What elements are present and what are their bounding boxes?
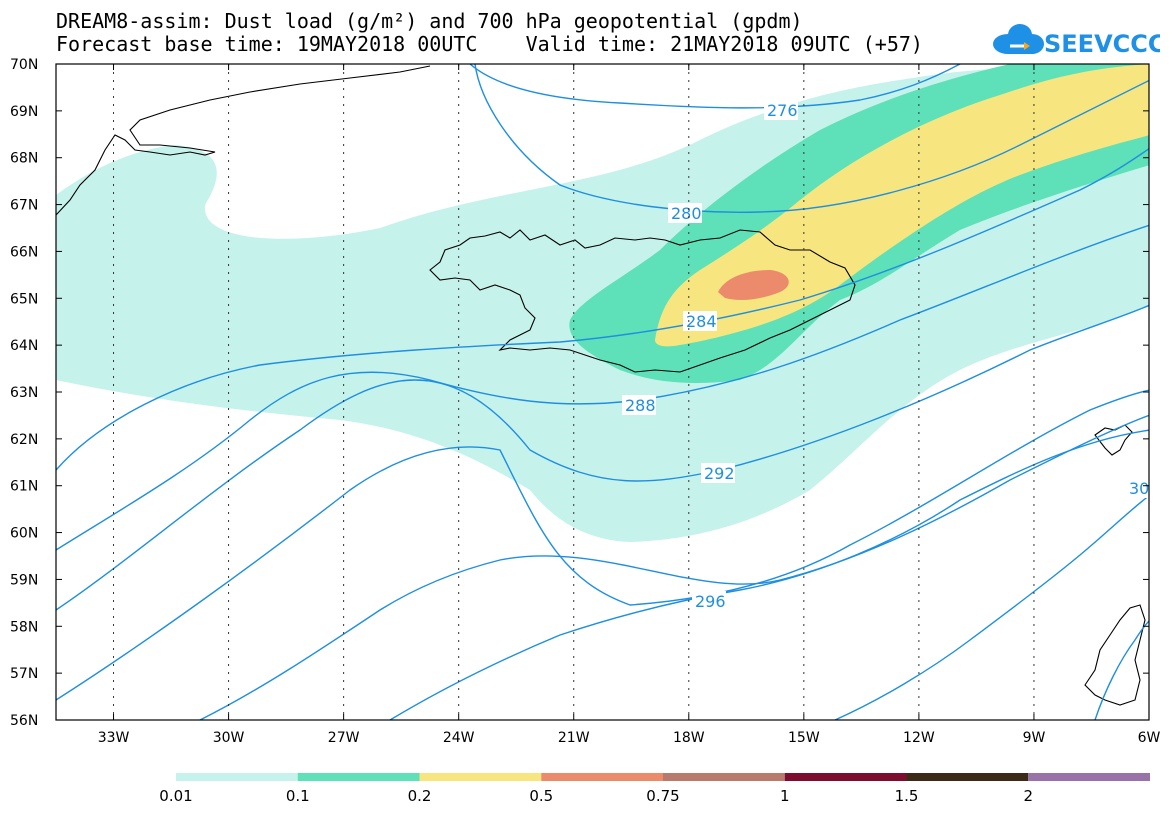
- colorbar-swatch: [784, 773, 907, 781]
- contour-300: [199, 414, 1149, 720]
- contour-292: [56, 304, 1149, 611]
- map-subtitle: Forecast base time: 19MAY2018 00UTC Vali…: [56, 32, 923, 56]
- lon-label: 21W: [558, 730, 590, 746]
- colorbar-label: 0.01: [159, 787, 192, 805]
- colorbar-swatch: [176, 773, 298, 781]
- lat-label: 64N: [10, 338, 38, 354]
- contour-label-276: 276: [767, 101, 798, 120]
- cloud-icon: [993, 24, 1044, 54]
- lat-label: 59N: [10, 572, 38, 588]
- contour-296: [56, 389, 1149, 701]
- lat-label: 60N: [10, 526, 38, 542]
- lon-label: 6W: [1138, 730, 1161, 746]
- colorbar-swatch: [663, 773, 785, 781]
- lat-label: 68N: [10, 151, 38, 167]
- colorbar-label: 0.1: [286, 787, 310, 805]
- lon-label: 27W: [328, 730, 360, 746]
- lat-label: 67N: [10, 198, 38, 214]
- contour-label-296: 296: [695, 592, 726, 611]
- colorbar-swatch: [297, 773, 420, 781]
- contour-280: [474, 64, 1149, 213]
- coastlines: [56, 65, 1146, 706]
- iceland-coastline: [429, 229, 856, 373]
- colorbar-labels: 0.01 0.1 0.2 0.5 0.75 1 1.5 2: [159, 787, 1033, 805]
- lat-label: 69N: [10, 104, 38, 120]
- contour-label-284: 284: [686, 312, 717, 331]
- lat-label: 65N: [10, 291, 38, 307]
- contour-labels: 276 280 284 288 292 296 30: [622, 100, 1149, 611]
- longitude-labels: 33W 30W 27W 24W 21W 18W 15W 12W 9W 6W: [98, 730, 1161, 746]
- contour-label-300: 30: [1129, 479, 1149, 498]
- contour-label-288: 288: [625, 396, 656, 415]
- colorbar-swatch: [541, 773, 663, 781]
- lon-label: 30W: [213, 730, 245, 746]
- logo-text: SEEVCCC: [1044, 30, 1160, 58]
- lon-label: 12W: [903, 730, 935, 746]
- geopotential-contours: [56, 64, 1149, 720]
- seevccc-logo: SEEVCCC: [993, 24, 1160, 58]
- colorbar-swatch: [419, 773, 542, 781]
- contour-312: [1094, 620, 1149, 720]
- colorbar-label: 1.5: [895, 787, 919, 805]
- scotland-coastline: [1084, 604, 1146, 706]
- contour-288: [56, 224, 1149, 551]
- colorbar-swatch: [906, 773, 1029, 781]
- lat-label: 57N: [10, 666, 38, 682]
- lon-label: 9W: [1023, 730, 1046, 746]
- colorbar-label: 0.2: [408, 787, 432, 805]
- lon-label: 33W: [98, 730, 130, 746]
- colorbar: [176, 773, 1150, 781]
- lat-label: 61N: [10, 479, 38, 495]
- lat-label: 63N: [10, 385, 38, 401]
- colorbar-label: 0.5: [529, 787, 553, 805]
- contour-284: [56, 147, 1149, 471]
- lat-label: 70N: [10, 57, 38, 73]
- colorbar-label: 0.75: [646, 787, 679, 805]
- lon-label: 24W: [443, 730, 475, 746]
- dust-region-0.5: [718, 270, 789, 300]
- colorbar-label: 2: [1023, 787, 1033, 805]
- contour-304: [389, 429, 1149, 720]
- contour-label-280: 280: [671, 204, 702, 223]
- lat-lon-grid: [113, 64, 1149, 720]
- colorbar-swatch: [1028, 773, 1150, 781]
- contour-label-292: 292: [704, 464, 735, 483]
- lat-label: 58N: [10, 619, 38, 635]
- lon-label: 18W: [673, 730, 705, 746]
- latitude-labels: 70N 69N 68N 67N 66N 65N 64N 63N 62N 61N 60N 59N 58N 5…: [10, 57, 38, 729]
- lon-label: 15W: [788, 730, 820, 746]
- colorbar-label: 1: [780, 787, 790, 805]
- contour-308: [834, 494, 1149, 720]
- map-title: DREAM8-assim: Dust load (g/m²) and 700 h…: [56, 9, 803, 33]
- lat-label: 66N: [10, 244, 38, 260]
- axis-ticks: [56, 63, 1150, 721]
- lat-label: 62N: [10, 432, 38, 448]
- greenland-coastline: [56, 65, 431, 216]
- faroe-coastline: [1094, 424, 1133, 456]
- contour-276: [469, 64, 961, 109]
- lat-label: 56N: [10, 713, 38, 729]
